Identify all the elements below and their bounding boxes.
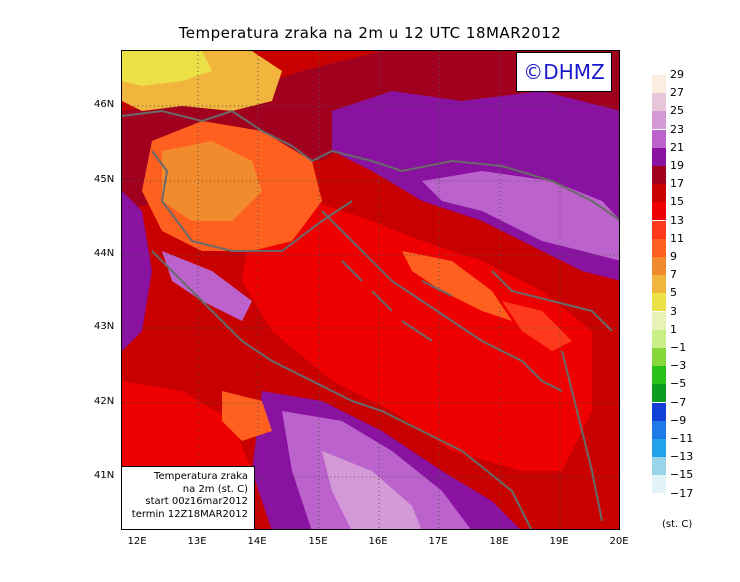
legend-swatch [652, 348, 666, 366]
legend-label: 9 [670, 250, 677, 263]
albanian-coast [561, 350, 603, 522]
legend-units: (st. C) [662, 519, 693, 530]
legend-swatch [652, 366, 666, 385]
legend-swatch [652, 202, 666, 221]
lon-label-13e: 13E [187, 536, 207, 547]
lat-label-45n: 45N [94, 174, 115, 185]
legend-label: 19 [670, 159, 684, 172]
coastlines [122, 109, 619, 529]
lon-label-16e: 16E [368, 536, 388, 547]
legend-label: 27 [670, 86, 684, 100]
lon-label-20e: 20E [609, 536, 629, 547]
legend-label: 7 [670, 268, 677, 282]
temperature-band-23-ne [422, 171, 619, 261]
italian-coast [151, 250, 533, 529]
lon-label-19e: 19E [549, 536, 569, 547]
legend-label: 11 [670, 231, 684, 245]
northern-border [122, 109, 619, 221]
lon-label-15e: 15E [308, 536, 328, 547]
legend-label: 25 [670, 104, 684, 118]
legend-swatch [652, 166, 666, 184]
info-line-2: na 2m (st. C) [182, 483, 248, 495]
lon-label-18e: 18E [489, 536, 509, 547]
legend-swatch [652, 475, 666, 494]
legend-label: −17 [670, 486, 694, 500]
legend-swatch [652, 75, 666, 93]
legend-swatch [652, 129, 666, 148]
legend-label: 1 [670, 322, 677, 336]
lon-label-12e: 12E [127, 536, 147, 547]
legend-label: −11 [670, 432, 694, 445]
dhmz-logo: ©DHMZ [516, 52, 612, 92]
legend-swatch [652, 220, 666, 239]
croatian-islands [341, 260, 453, 342]
temperature-band-21-west [122, 191, 152, 351]
lat-label-44n: 44N [94, 248, 115, 259]
info-box: Temperatura zraka na 2m (st. C) start 00… [121, 466, 255, 530]
legend-label: 21 [670, 140, 684, 154]
temperature-band-23-west [162, 251, 252, 321]
legend-swatch [652, 439, 666, 457]
legend-label: −15 [670, 468, 694, 482]
info-line-1: Temperatura zraka [154, 471, 248, 482]
legend-swatch [652, 238, 666, 257]
legend-swatch [652, 257, 666, 275]
temperature-band-23-south [282, 411, 471, 529]
temperature-band-11-se [402, 251, 512, 321]
legend-label: 17 [670, 177, 684, 191]
legend-swatch [652, 311, 666, 330]
info-line-4: termin 12Z18MAR2012 [131, 508, 248, 520]
legend-label: −5 [670, 377, 687, 391]
istria-coast [151, 150, 353, 252]
legend-label: 3 [670, 304, 677, 318]
dalmatian-coast [321, 210, 563, 392]
lat-label-41n: 41N [94, 470, 115, 481]
legend-label: 23 [670, 122, 684, 136]
temperature-band-25-south [322, 451, 422, 529]
lat-label-42n: 42N [94, 396, 115, 407]
graticule [122, 51, 619, 529]
legend-swatch [652, 384, 666, 403]
legend-label: −13 [670, 450, 694, 464]
temperature-map [121, 50, 620, 530]
temperature-band-5 [122, 51, 212, 86]
legend-swatch [652, 184, 666, 203]
legend-label: 5 [670, 286, 677, 300]
temperature-band-9 [162, 141, 262, 221]
legend-label: 13 [670, 213, 684, 227]
legend-swatch [652, 147, 666, 166]
map-title: Temperatura zraka na 2m u 12 UTC 18MAR20… [178, 24, 562, 42]
legend-label: −3 [670, 359, 687, 373]
legend-label: 29 [670, 68, 684, 81]
legend-label: 15 [670, 195, 684, 209]
legend-swatch [652, 329, 666, 348]
legend-swatch [652, 93, 666, 112]
bosnia-border [491, 270, 613, 332]
legend-swatch [652, 111, 666, 130]
lon-label-14e: 14E [247, 536, 267, 547]
lat-label-43n: 43N [94, 321, 115, 332]
legend-swatch [652, 293, 666, 312]
temperature-band-13-se [502, 301, 572, 351]
lat-label-46n: 46N [94, 99, 115, 110]
legend-label: −1 [670, 341, 687, 354]
legend-swatch [652, 402, 666, 421]
lon-label-17e: 17E [428, 536, 448, 547]
legend-label: −7 [670, 395, 687, 409]
temperature-field [122, 51, 619, 529]
legend-swatch [652, 457, 666, 476]
temperature-band-15 [242, 201, 592, 471]
legend-swatch [652, 275, 666, 294]
legend-swatch [652, 420, 666, 439]
legend-label: −9 [670, 413, 687, 427]
info-line-3: start 00z16mar2012 [145, 496, 248, 507]
